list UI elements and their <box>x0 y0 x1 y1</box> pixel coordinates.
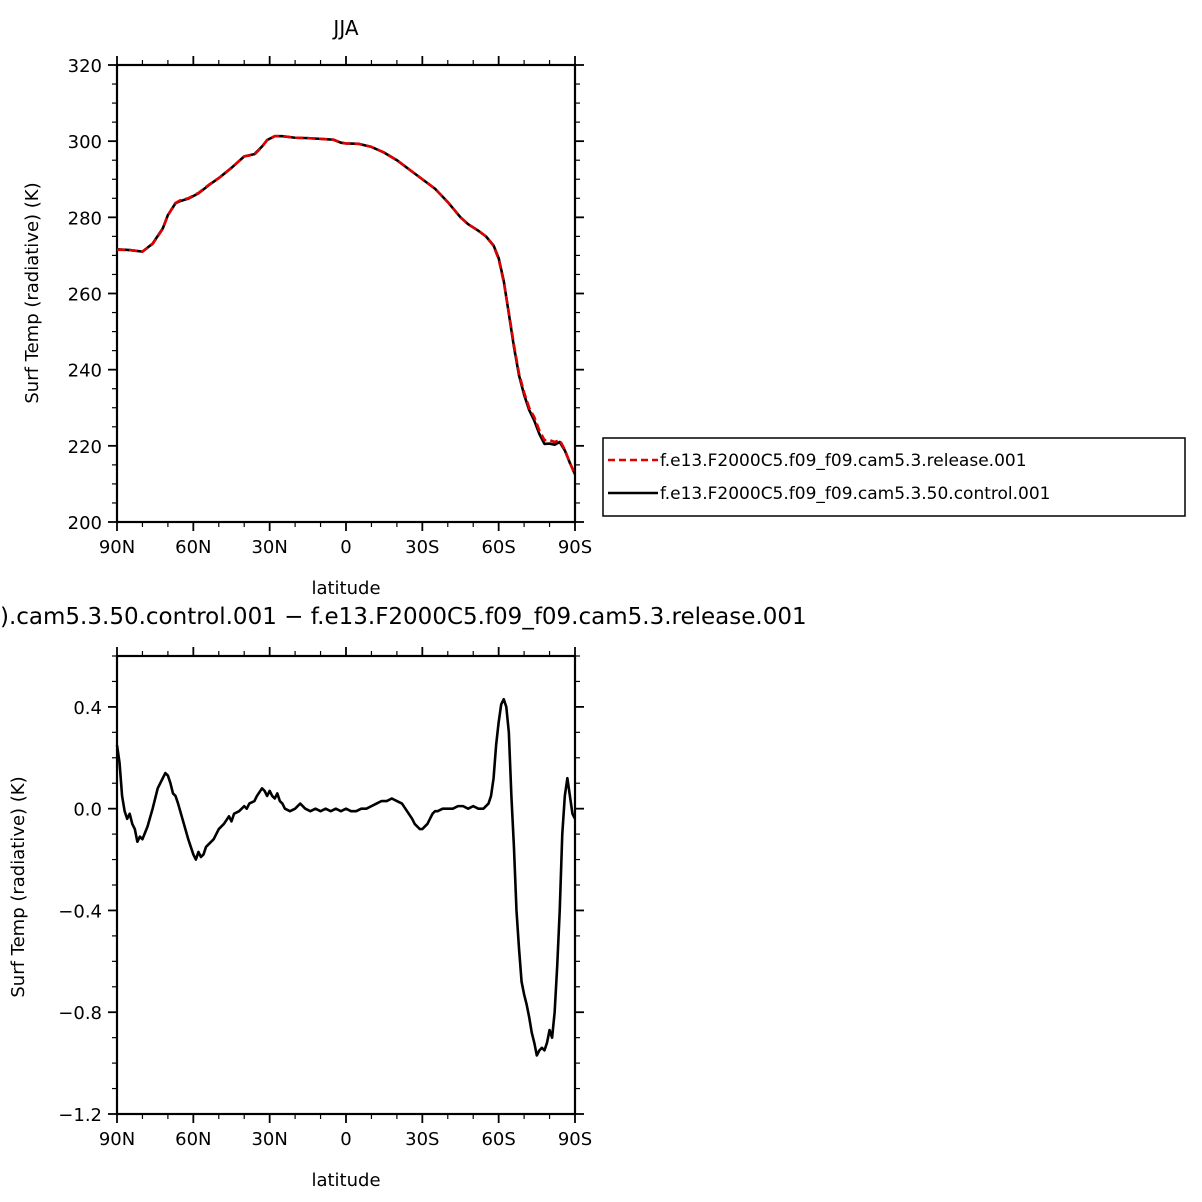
y-tick-label: 320 <box>68 56 102 77</box>
y-tick-label: −1.2 <box>58 1105 102 1126</box>
panel-title: JJA <box>331 16 358 40</box>
y-axis-label: Surf Temp (radiative) (K) <box>22 182 43 403</box>
x-tick-label: 60N <box>175 1129 211 1150</box>
series-line-control <box>115 697 577 1057</box>
y-tick-label: 200 <box>68 513 102 534</box>
y-axis-label: Surf Temp (radiative) (K) <box>8 776 29 997</box>
x-tick-label: 90N <box>99 1129 135 1150</box>
x-tick-label: 0 <box>340 1129 351 1150</box>
x-tick-label: 30N <box>251 537 287 558</box>
x-tick-label: 60N <box>175 537 211 558</box>
difference-panel: ).cam5.3.50.control.001 − f.e13.F2000C5.… <box>0 604 807 1191</box>
x-tick-label: 30S <box>405 537 439 558</box>
y-tick-label: 260 <box>68 285 102 306</box>
temperature-panel: JJA 90N 60N 30N 0 30S 60S 90S 200 220 240 260 280 30… <box>22 16 592 599</box>
legend-label-control: f.e13.F2000C5.f09_f09.cam5.3.50.control.… <box>660 484 1051 504</box>
x-axis-label: latitude <box>311 1170 380 1191</box>
plot-frame <box>115 654 577 1116</box>
series-line-control <box>116 134 577 475</box>
y-tick-label: 0.4 <box>73 698 102 719</box>
y-tick-label: 240 <box>68 361 102 382</box>
panel-title: ).cam5.3.50.control.001 − f.e13.F2000C5.… <box>0 604 807 630</box>
y-tick-label: 220 <box>68 437 102 458</box>
x-tick-label: 30S <box>405 1129 439 1150</box>
x-axis-label: latitude <box>311 578 380 599</box>
legend-label-release: f.e13.F2000C5.f09_f09.cam5.3.release.001 <box>660 451 1027 471</box>
y-tick-label: 280 <box>68 208 102 229</box>
x-tick-label: 30N <box>251 1129 287 1150</box>
panel-series <box>115 697 577 1057</box>
panel-series <box>116 134 577 475</box>
series-line-release <box>116 134 577 475</box>
x-tick-label: 60S <box>481 1129 515 1150</box>
x-tick-label: 90N <box>99 537 135 558</box>
x-tick-label: 90S <box>558 1129 592 1150</box>
x-tick-label: 90S <box>558 537 592 558</box>
y-tick-label: 300 <box>68 132 102 153</box>
legend-box <box>602 437 1186 517</box>
y-tick-label: 0.0 <box>73 800 102 821</box>
y-tick-label: −0.8 <box>58 1003 102 1024</box>
panel-axes: 90N 60N 30N 0 30S 60S 90S 200 220 240 260 280 300 320 <box>68 56 592 558</box>
y-tick-label: −0.4 <box>58 901 102 922</box>
x-tick-label: 60S <box>481 537 515 558</box>
panel-axes: 90N 60N 30N 0 30S 60S 90S −1.2 −0.8 −0.4 0.0 0.4 <box>58 647 592 1150</box>
x-tick-label: 0 <box>340 537 351 558</box>
legend: f.e13.F2000C5.f09_f09.cam5.3.release.001… <box>602 437 1186 517</box>
